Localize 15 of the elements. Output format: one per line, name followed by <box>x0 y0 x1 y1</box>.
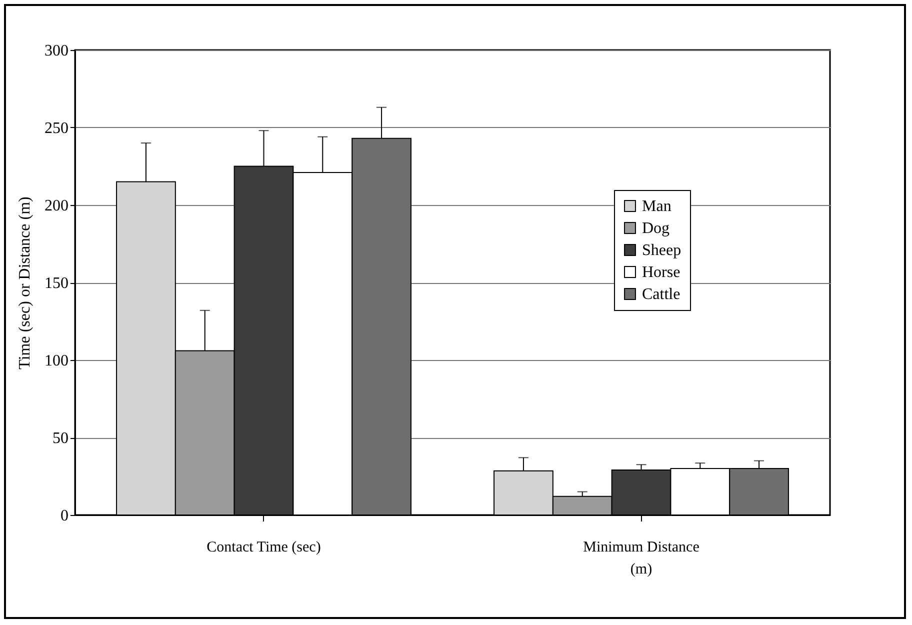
legend-label: Dog <box>642 220 670 237</box>
legend-label: Man <box>642 198 672 215</box>
y-tick-label: 300 <box>44 42 68 60</box>
legend-label: Horse <box>642 264 680 281</box>
y-tick-label: 250 <box>44 120 68 137</box>
y-tick-label: 0 <box>60 508 68 524</box>
y-axis-title: Time (sec) or Distance (m) <box>16 196 34 370</box>
x-tick-label: Contact Time (sec) <box>206 540 321 556</box>
legend-label: Sheep <box>642 242 682 259</box>
y-tick-label: 100 <box>44 352 68 370</box>
y-tick-label: 50 <box>52 430 68 447</box>
y-tick-label: 150 <box>44 275 68 292</box>
legend-label: Cattle <box>642 286 680 303</box>
x-tick-label: Minimum Distance (m) <box>583 540 700 578</box>
y-tick-label: 200 <box>44 198 68 214</box>
